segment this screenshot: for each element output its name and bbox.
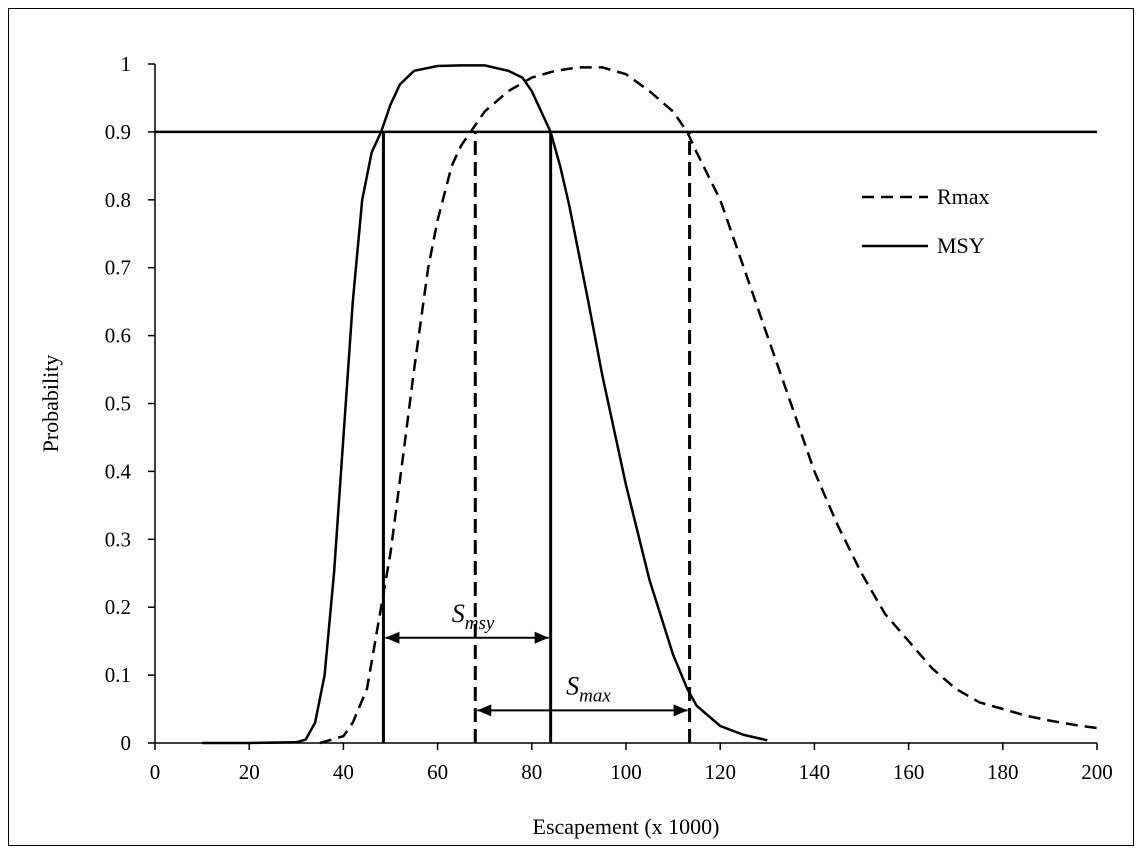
y-tick-label: 0.3: [105, 527, 131, 551]
y-tick-label: 0.8: [105, 188, 131, 212]
y-tick-label: 0.2: [105, 595, 131, 619]
y-tick-label: 0.6: [105, 324, 131, 348]
x-tick-label: 120: [704, 760, 736, 784]
legend: Rmax MSY: [862, 184, 990, 258]
x-tick-label: 40: [333, 760, 354, 784]
arrowhead-left: [477, 704, 492, 717]
x-tick-label: 20: [239, 760, 260, 784]
y-axis-label: Probability: [38, 355, 63, 453]
axes: 0 20 40 60 80 100 120 140 160 180 200 0 0.1 0.2 0.3 0.4…: [105, 52, 1113, 784]
y-tick-label: 1: [121, 52, 132, 76]
arrowhead-right: [534, 631, 549, 644]
x-tick-label: 160: [893, 760, 925, 784]
series-line-msy: [202, 64, 768, 745]
x-tick-label: 80: [521, 760, 542, 784]
x-tick-label: 180: [987, 760, 1019, 784]
chart-frame: [8, 8, 1134, 846]
y-tick-label: 0.5: [105, 392, 131, 416]
y-tick-label: 0.7: [105, 256, 131, 280]
y-tick-label: 0: [121, 731, 132, 755]
legend-label-rmax: Rmax: [937, 184, 990, 209]
x-tick-label: 60: [427, 760, 448, 784]
x-tick-label: 140: [799, 760, 831, 784]
annotation-label-max: Smax: [566, 671, 611, 706]
arrowhead-right: [673, 704, 688, 717]
annotation-label-msy: Smsy: [452, 599, 495, 634]
legend-label-msy: MSY: [937, 233, 985, 258]
arrowhead-left: [385, 631, 400, 644]
x-tick-label: 0: [150, 760, 161, 784]
x-tick-label: 200: [1081, 760, 1113, 784]
y-tick-label: 0.9: [105, 120, 131, 144]
x-axis-label: Escapement (x 1000): [533, 814, 720, 839]
chart-marks: Smsy Smax: [155, 64, 1098, 745]
y-tick-label: 0.4: [105, 459, 132, 483]
series-line-rmax: [319, 66, 1098, 745]
y-tick-label: 0.1: [105, 663, 131, 687]
x-tick-label: 100: [610, 760, 642, 784]
